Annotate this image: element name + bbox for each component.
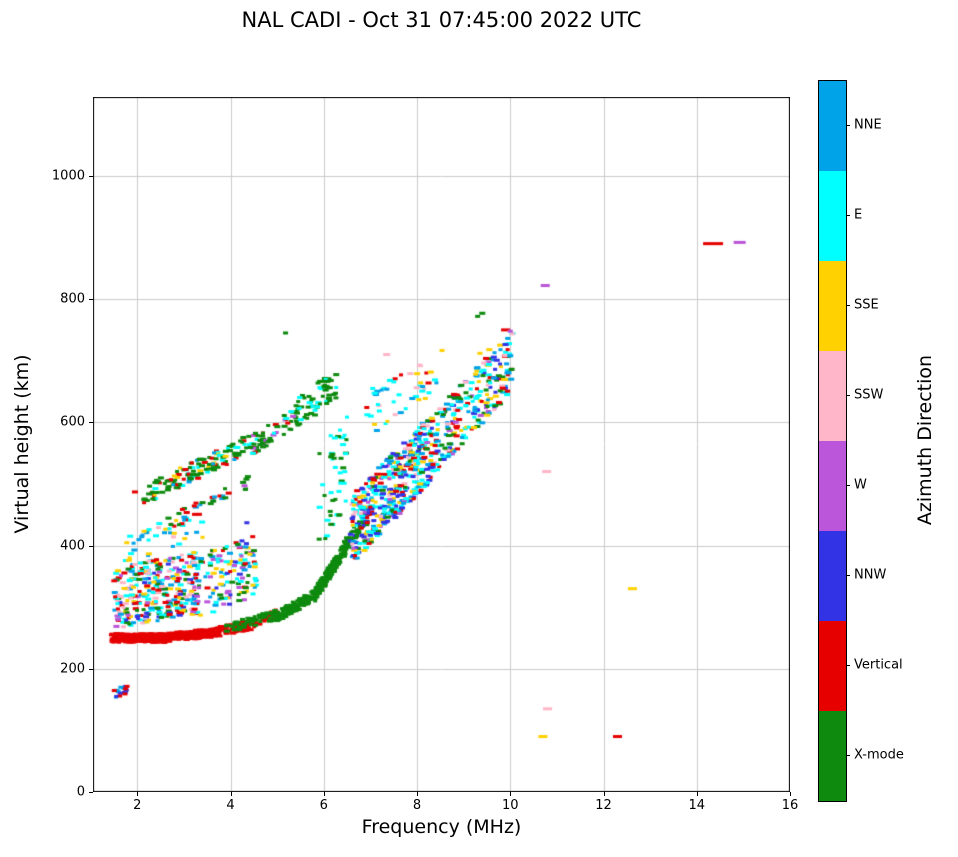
tick-mark — [846, 125, 850, 126]
chart-title: NAL CADI - Oct 31 07:45:00 2022 UTC — [241, 8, 642, 32]
colorbar-label-nnw: NNW — [854, 567, 887, 583]
tick-mark — [846, 395, 850, 396]
x-tick-label: 16 — [781, 798, 799, 813]
tick-mark — [89, 176, 93, 177]
colorbar-label-ssw: SSW — [854, 387, 884, 403]
colorbar — [818, 80, 847, 802]
tick-mark — [89, 299, 93, 300]
tick-mark — [89, 669, 93, 670]
y-tick-label: 200 — [60, 661, 85, 677]
colorbar-segment-sse — [819, 261, 846, 351]
tick-mark — [510, 792, 511, 796]
tick-mark — [417, 792, 418, 796]
tick-mark — [846, 665, 850, 666]
y-tick-label: 600 — [60, 414, 85, 430]
colorbar-segment-vertical — [819, 621, 846, 711]
y-tick-label: 0 — [76, 784, 85, 800]
x-tick-label: 12 — [595, 798, 612, 813]
colorbar-segment-x-mode — [819, 711, 846, 801]
tick-mark — [89, 792, 93, 793]
y-tick-label: 800 — [60, 291, 85, 307]
tick-mark — [846, 485, 850, 486]
y-axis-label: Virtual height (km) — [11, 354, 33, 534]
tick-mark — [697, 792, 698, 796]
colorbar-segment-e — [819, 171, 846, 261]
tick-mark — [846, 755, 850, 756]
tick-mark — [324, 792, 325, 796]
colorbar-segment-nnw — [819, 531, 846, 621]
scatter-plot-canvas — [93, 97, 790, 792]
x-tick-label: 10 — [501, 798, 519, 813]
tick-mark — [137, 792, 138, 796]
colorbar-segment-ssw — [819, 351, 846, 441]
tick-mark — [846, 575, 850, 576]
x-axis-label: Frequency (MHz) — [361, 816, 522, 838]
x-tick-label: 2 — [133, 798, 142, 813]
tick-mark — [89, 546, 93, 547]
y-tick-label: 400 — [60, 538, 85, 554]
colorbar-axis-label: Azimuth Direction — [914, 354, 936, 526]
tick-mark — [790, 792, 791, 796]
colorbar-label-sse: SSE — [854, 297, 879, 313]
x-tick-label: 14 — [688, 798, 706, 813]
tick-mark — [89, 422, 93, 423]
tick-mark — [846, 215, 850, 216]
tick-mark — [231, 792, 232, 796]
tick-mark — [604, 792, 605, 796]
colorbar-label-vertical: Vertical — [854, 657, 903, 673]
colorbar-label-x-mode: X-mode — [854, 747, 904, 763]
colorbar-segment-nne — [819, 81, 846, 171]
colorbar-label-nne: NNE — [854, 117, 882, 133]
x-tick-label: 4 — [226, 798, 235, 813]
colorbar-label-e: E — [854, 207, 863, 223]
y-tick-label: 1000 — [51, 168, 85, 184]
x-tick-label: 8 — [412, 798, 422, 813]
x-tick-label: 6 — [319, 798, 328, 813]
tick-mark — [846, 305, 850, 306]
colorbar-label-w: W — [854, 477, 867, 493]
colorbar-segment-w — [819, 441, 846, 531]
